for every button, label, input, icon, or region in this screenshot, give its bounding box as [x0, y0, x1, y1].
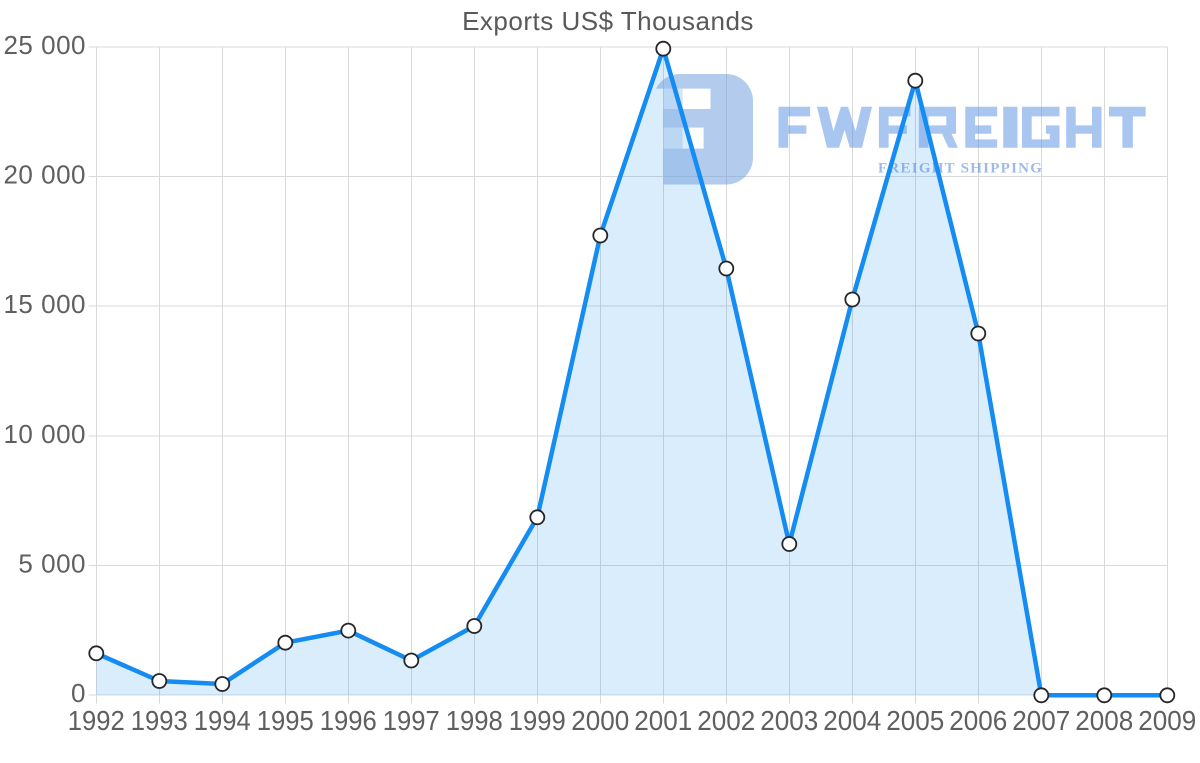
svg-text:5 000: 5 000: [18, 548, 86, 578]
svg-text:1997: 1997: [383, 705, 440, 736]
svg-text:2009: 2009: [1138, 705, 1196, 736]
svg-text:1992: 1992: [68, 705, 125, 736]
svg-text:1995: 1995: [257, 705, 314, 736]
svg-text:2000: 2000: [571, 705, 629, 736]
svg-text:2003: 2003: [760, 705, 818, 736]
svg-text:2001: 2001: [634, 705, 692, 736]
svg-text:25 000: 25 000: [3, 30, 86, 60]
svg-text:0: 0: [71, 678, 86, 708]
svg-text:2007: 2007: [1012, 705, 1070, 736]
svg-text:Exports US$ Thousands: Exports US$ Thousands: [462, 6, 754, 36]
svg-text:1996: 1996: [320, 705, 377, 736]
svg-text:2002: 2002: [697, 705, 755, 736]
svg-text:1993: 1993: [131, 705, 188, 736]
svg-text:2005: 2005: [886, 705, 944, 736]
svg-text:2004: 2004: [823, 705, 881, 736]
svg-text:10 000: 10 000: [3, 419, 86, 449]
svg-text:15 000: 15 000: [3, 289, 86, 319]
svg-text:2008: 2008: [1075, 705, 1133, 736]
svg-text:20 000: 20 000: [3, 160, 86, 190]
svg-text:1998: 1998: [446, 705, 503, 736]
svg-text:2006: 2006: [949, 705, 1007, 736]
svg-text:FREIGHT SHIPPING: FREIGHT SHIPPING: [878, 161, 1043, 177]
svg-text:1994: 1994: [194, 705, 251, 736]
svg-text:1999: 1999: [509, 705, 566, 736]
